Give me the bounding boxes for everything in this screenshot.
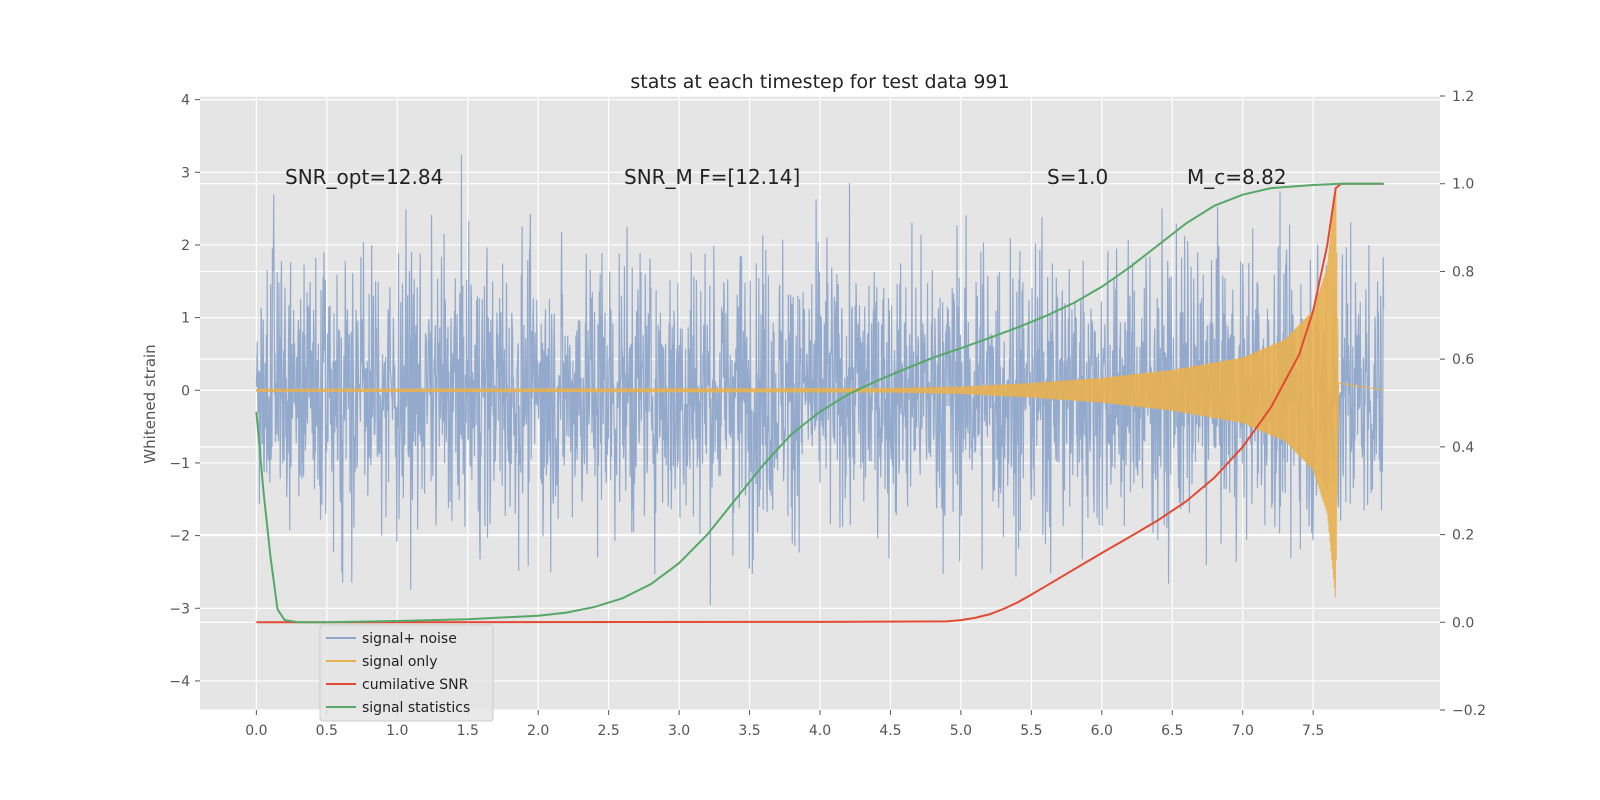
x-tick-label: 6.0 (1091, 723, 1113, 739)
annotation-s: S=1.0 (1047, 165, 1108, 189)
legend: signal+ noise signal only cumilative SNR… (319, 624, 494, 722)
annotation-mc: M_c=8.82 (1187, 165, 1287, 189)
legend-label-signal-noise: signal+ noise (362, 631, 457, 647)
x-tick-label: 1.0 (386, 723, 408, 739)
y-tick-label: −1 (169, 456, 190, 472)
y-tick-label: 1 (181, 311, 190, 327)
y2-tick-label: 1.2 (1452, 89, 1474, 105)
y2-tick-label: 1.0 (1452, 177, 1474, 193)
y2-tick-label: 0.2 (1452, 528, 1474, 544)
axes: 0.0 0.5 1.0 1.5 2.0 2.5 3.0 3.5 4.0 4.5 5.0 5.5 6.0 6… (169, 89, 1486, 739)
legend-label-signal-statistics: signal statistics (362, 700, 470, 716)
y-tick-label: 2 (181, 238, 190, 254)
x-tick-label: 3.0 (668, 723, 690, 739)
x-tick-label: 7.5 (1302, 723, 1324, 739)
y2-tick-label: −0.2 (1452, 703, 1486, 719)
series-lines (255, 182, 1384, 624)
x-tick-label: 2.5 (598, 723, 620, 739)
x-tick-label: 5.0 (950, 723, 972, 739)
x-tick-label: 5.5 (1020, 723, 1042, 739)
legend-label-cumulative-snr: cumilative SNR (362, 677, 469, 693)
chart-title: stats at each timestep for test data 991 (630, 71, 1009, 93)
series-signal-only (255, 187, 1384, 598)
y-tick-label: 0 (181, 383, 190, 399)
y2-tick-label: 0.6 (1452, 352, 1474, 368)
y-tick-label: −2 (169, 529, 190, 545)
legend-box (319, 624, 494, 722)
x-tick-label: 0.0 (245, 723, 267, 739)
y-axis-label: Whitened strain (141, 344, 159, 463)
y-tick-label: −3 (169, 601, 190, 617)
y2-tick-label: 0.4 (1452, 440, 1474, 456)
x-tick-label: 3.5 (738, 723, 760, 739)
x-tick-label: 0.5 (316, 723, 338, 739)
x-tick-label: 4.0 (809, 723, 831, 739)
y-tick-label: 4 (181, 93, 190, 109)
y2-tick-label: 0.0 (1452, 615, 1474, 631)
line-signal-only (255, 187, 1384, 598)
x-tick-label: 1.5 (457, 723, 479, 739)
annotation-snr-mf: SNR_M F=[12.14] (624, 165, 800, 189)
line-signal-statistics (255, 182, 1384, 624)
annotation-snr-opt: SNR_opt=12.84 (285, 165, 443, 189)
x-tick-label: 2.0 (527, 723, 549, 739)
y-tick-label: −4 (169, 674, 190, 690)
x-tick-label: 4.5 (879, 723, 901, 739)
y2-tick-label: 0.8 (1452, 264, 1474, 280)
legend-label-signal-only: signal only (362, 654, 437, 670)
x-tick-label: 7.0 (1232, 723, 1254, 739)
line-cumulative-snr (256, 182, 1384, 624)
y-tick-label: 3 (181, 165, 190, 181)
x-tick-label: 6.5 (1161, 723, 1183, 739)
